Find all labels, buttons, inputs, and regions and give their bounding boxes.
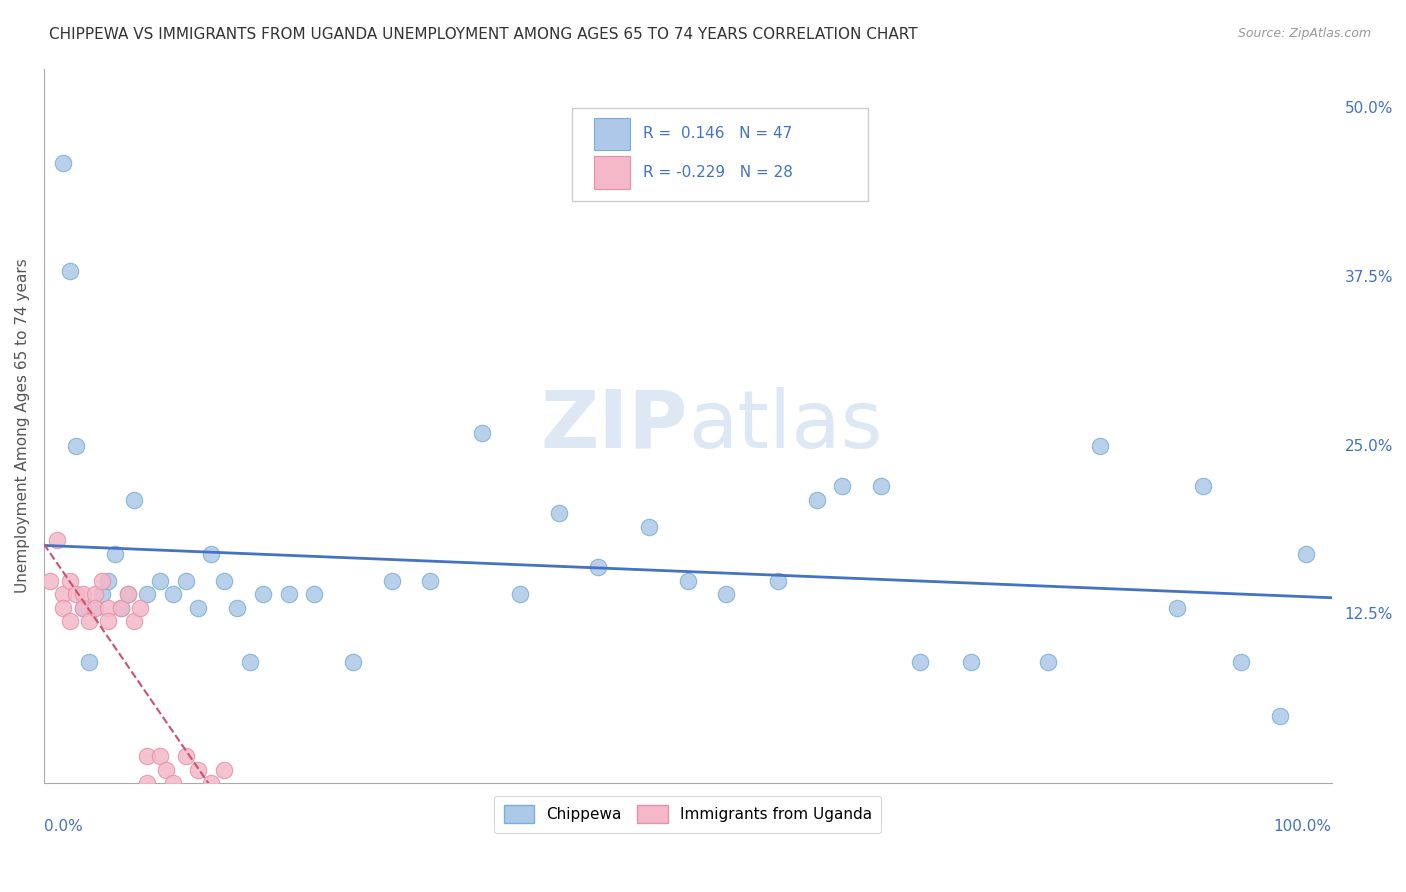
Text: 0.0%: 0.0% [44,819,83,834]
Point [52,587,75,601]
Point [870,479,893,493]
Point [84,600,107,615]
Point [117,587,139,601]
Point [97,614,120,628]
Point [586,560,609,574]
Point [342,655,364,669]
Point [90,574,112,588]
Point [65,439,87,453]
Text: 100.0%: 100.0% [1274,819,1331,834]
Point [806,492,828,507]
Point [59,614,82,628]
Text: R =  0.146   N = 47: R = 0.146 N = 47 [643,127,792,142]
Text: 50.0%: 50.0% [1344,102,1393,117]
Text: 25.0%: 25.0% [1344,439,1393,453]
Point [122,614,145,628]
Point [65,587,87,601]
Point [174,574,197,588]
Point [831,479,853,493]
Point [149,749,172,764]
Point [97,600,120,615]
Point [90,587,112,601]
Point [509,587,531,601]
Point [135,749,157,764]
Y-axis label: Unemployment Among Ages 65 to 74 years: Unemployment Among Ages 65 to 74 years [15,259,30,593]
Point [155,763,177,777]
Point [252,587,274,601]
Text: R = -0.229   N = 28: R = -0.229 N = 28 [643,165,793,180]
Point [239,655,262,669]
Text: ZIP: ZIP [540,387,688,465]
Point [84,587,107,601]
Point [638,520,661,534]
Point [104,547,127,561]
Point [1230,655,1253,669]
Point [52,600,75,615]
Point [110,600,132,615]
Point [304,587,326,601]
Bar [593,118,630,150]
Point [766,574,789,588]
Legend: Chippewa, Immigrants from Uganda: Chippewa, Immigrants from Uganda [495,796,882,832]
Text: 37.5%: 37.5% [1344,270,1393,285]
Point [187,600,209,615]
Point [117,587,139,601]
Point [149,574,172,588]
Point [716,587,738,601]
Point [960,655,983,669]
Point [1088,439,1111,453]
Text: atlas: atlas [688,387,882,465]
Point [39,574,62,588]
Point [200,776,222,790]
Point [45,533,67,548]
Point [419,574,441,588]
Point [129,600,152,615]
Bar [593,156,630,188]
Point [59,264,82,278]
Point [226,600,249,615]
Point [135,776,157,790]
Point [471,425,494,440]
Point [84,600,107,615]
Point [381,574,404,588]
Text: CHIPPEWA VS IMMIGRANTS FROM UGANDA UNEMPLOYMENT AMONG AGES 65 TO 74 YEARS CORREL: CHIPPEWA VS IMMIGRANTS FROM UGANDA UNEMP… [49,27,918,42]
Point [1191,479,1213,493]
Point [122,492,145,507]
Point [187,763,209,777]
Point [135,587,157,601]
Point [110,600,132,615]
Point [1295,547,1317,561]
Point [52,156,75,170]
Point [162,776,184,790]
Point [200,547,222,561]
Point [162,587,184,601]
Point [277,587,299,601]
Point [1166,600,1188,615]
Text: Source: ZipAtlas.com: Source: ZipAtlas.com [1237,27,1371,40]
Point [77,655,100,669]
Point [1038,655,1060,669]
Point [174,749,197,764]
Point [97,574,120,588]
Point [59,574,82,588]
Text: 12.5%: 12.5% [1344,607,1393,622]
Point [72,600,94,615]
Point [72,600,94,615]
Point [72,587,94,601]
FancyBboxPatch shape [572,108,868,201]
Point [908,655,931,669]
Point [212,763,235,777]
Point [548,507,571,521]
Point [676,574,699,588]
Point [212,574,235,588]
Point [77,614,100,628]
Point [1268,708,1291,723]
